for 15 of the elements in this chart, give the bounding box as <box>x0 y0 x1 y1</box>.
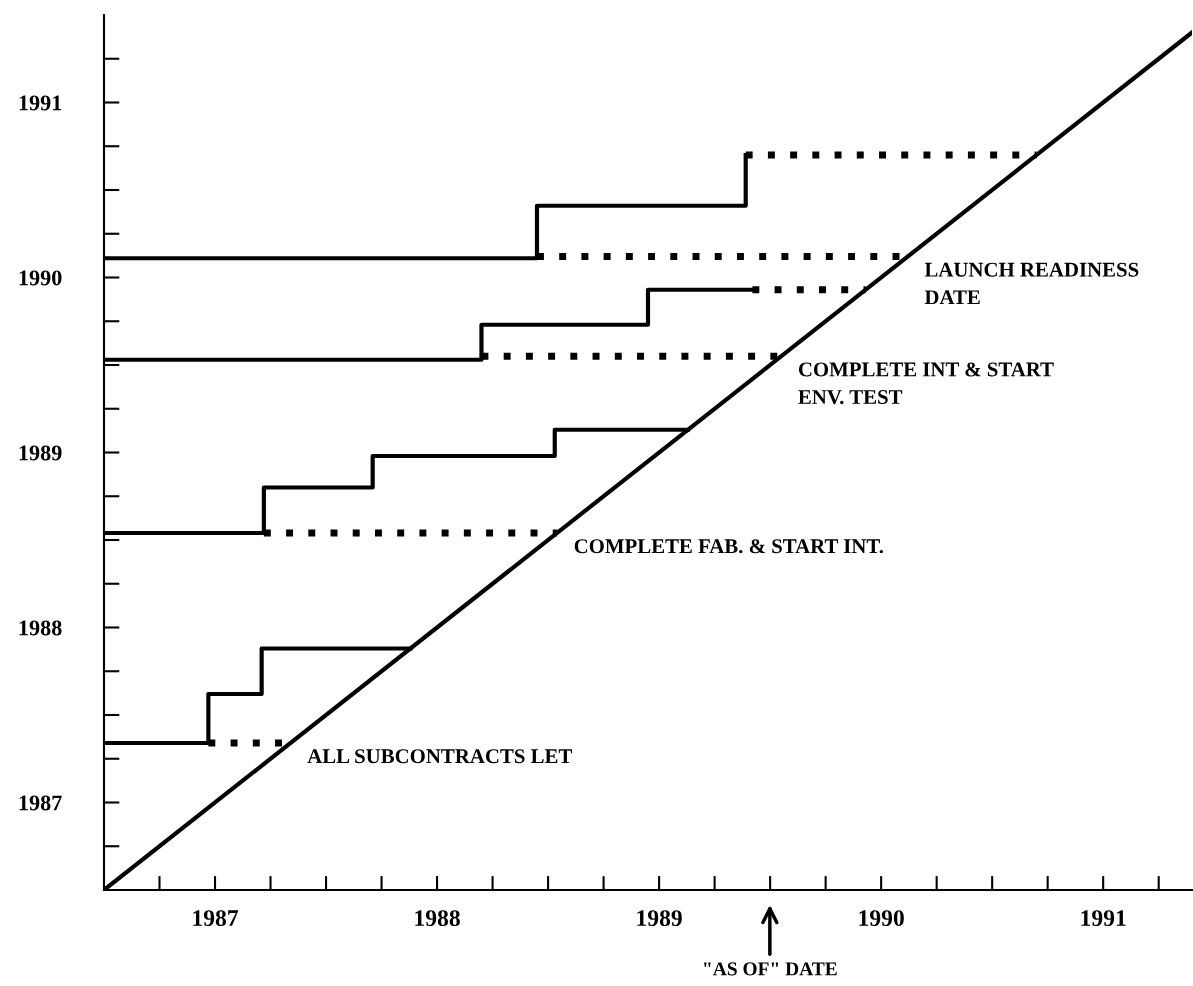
x-tick-label: 1990 <box>859 910 904 927</box>
annotation: COMPLETE INT & START ENV. TEST <box>798 362 1054 405</box>
x-tick-label: 1991 <box>1081 910 1126 927</box>
y-tick-label: 1991 <box>19 95 62 111</box>
x-axis-title: "AS OF" DATE <box>704 962 837 976</box>
y-tick-label: 1989 <box>19 445 62 461</box>
annotation: COMPLETE FAB. & START INT. <box>574 539 884 554</box>
x-tick-label: 1988 <box>415 910 460 927</box>
y-tick-label: 1988 <box>19 620 62 636</box>
annotation: LAUNCH READINESS DATE <box>924 262 1139 305</box>
y-tick-label: 1990 <box>19 270 62 286</box>
x-tick-label: 1987 <box>193 910 239 927</box>
y-tick-label: 1987 <box>19 795 62 811</box>
annotation: ALL SUBCONTRACTS LET <box>307 749 572 764</box>
x-tick-label: 1989 <box>637 910 682 927</box>
